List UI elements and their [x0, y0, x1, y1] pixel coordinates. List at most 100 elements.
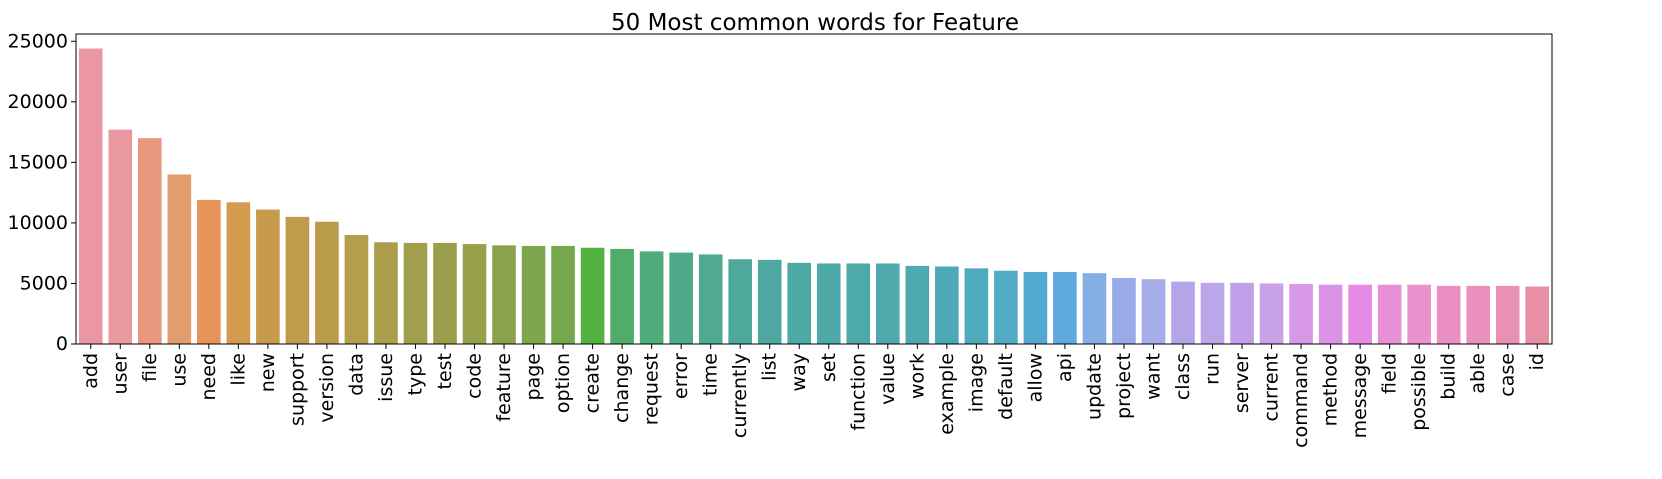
x-tick-label: id — [1526, 353, 1548, 370]
bar-request — [639, 251, 664, 344]
bar-value — [875, 263, 900, 344]
x-tick-label: work — [906, 353, 928, 399]
x-tick-label: create — [582, 353, 604, 413]
x-tick-label: version — [316, 353, 338, 423]
y-tick-label: 20000 — [8, 91, 68, 113]
bar-possible — [1407, 284, 1431, 344]
x-tick-label: add — [80, 353, 102, 389]
x-tick-label: need — [198, 353, 220, 400]
bar-server — [1230, 282, 1254, 344]
x-tick-label: api — [1054, 353, 1076, 382]
bar-support — [285, 216, 310, 344]
bar-type — [403, 242, 428, 344]
bar-time — [698, 254, 723, 344]
bar-create — [580, 247, 605, 344]
x-tick-label: list — [759, 353, 781, 381]
bar-method — [1318, 284, 1343, 344]
x-tick-label: build — [1438, 353, 1460, 400]
bar-list — [757, 259, 782, 344]
x-tick-label: possible — [1408, 353, 1430, 431]
bar-like — [226, 202, 251, 344]
x-tick-label: use — [168, 353, 190, 387]
bar-default — [994, 270, 1018, 344]
bar-test — [433, 242, 457, 344]
bar-way — [787, 262, 812, 344]
y-tick-label: 0 — [56, 333, 68, 355]
bar-use — [167, 174, 192, 344]
bar-class — [1171, 281, 1195, 344]
bar-user — [108, 129, 133, 344]
bar-code — [462, 244, 487, 344]
x-tick-label: page — [523, 353, 545, 400]
x-tick-label: message — [1349, 353, 1371, 438]
x-tick-label: allow — [1024, 353, 1046, 402]
x-tick-label: update — [1083, 353, 1105, 420]
bar-feature — [492, 245, 516, 344]
x-tick-label: request — [641, 353, 663, 425]
bar-want — [1141, 279, 1166, 344]
bars-group — [78, 48, 1550, 344]
x-tick-label: current — [1261, 353, 1283, 422]
bar-set — [816, 263, 841, 344]
bar-version — [315, 221, 339, 344]
x-tick-label: default — [995, 353, 1017, 420]
bar-id — [1525, 286, 1550, 344]
bar-image — [964, 268, 989, 344]
x-tick-label: code — [464, 353, 486, 399]
bar-work — [905, 265, 930, 344]
bar-error — [669, 252, 693, 344]
x-tick-label: want — [1142, 353, 1164, 400]
bar-example — [935, 266, 959, 344]
bar-run — [1200, 282, 1225, 344]
bar-project — [1112, 278, 1136, 344]
x-tick-label: way — [788, 353, 810, 391]
x-tick-label: server — [1231, 353, 1253, 413]
x-tick-label: set — [818, 353, 840, 382]
bar-change — [610, 248, 634, 344]
bar-able — [1466, 285, 1491, 344]
y-axis: 0 5000 10000 15000 20000 25000 — [8, 30, 76, 355]
x-tick-label: project — [1113, 353, 1135, 419]
bar-current — [1259, 283, 1284, 344]
chart-title: 50 Most common words for Feature — [611, 10, 1019, 36]
x-tick-label: time — [700, 353, 722, 396]
bar-file — [137, 138, 162, 344]
x-tick-label: option — [552, 353, 574, 413]
x-tick-label: new — [257, 353, 279, 392]
x-tick-label: method — [1320, 353, 1342, 426]
x-tick-label: function — [847, 353, 869, 431]
y-tick-label: 25000 — [8, 30, 68, 52]
y-tick-label: 15000 — [8, 151, 68, 173]
bar-api — [1053, 271, 1077, 344]
x-tick-label: like — [227, 353, 249, 386]
bar-command — [1289, 284, 1313, 344]
x-tick-label: able — [1467, 353, 1489, 394]
x-tick-label: test — [434, 353, 456, 390]
x-tick-label: data — [345, 353, 367, 396]
x-tick-label: case — [1497, 353, 1519, 397]
bar-field — [1377, 284, 1402, 344]
bar-currently — [728, 259, 753, 344]
x-tick-label: image — [965, 353, 987, 412]
x-tick-label: class — [1172, 353, 1194, 400]
bar-need — [197, 199, 221, 344]
bar-case — [1495, 285, 1520, 344]
bar-data — [344, 235, 369, 344]
x-tick-label: example — [936, 353, 958, 435]
bar-update — [1082, 273, 1107, 344]
x-tick-label: field — [1379, 353, 1401, 394]
x-tick-label: command — [1290, 353, 1312, 448]
x-tick-label: issue — [375, 353, 397, 402]
x-tick-label: user — [109, 353, 131, 395]
bar-build — [1436, 285, 1461, 344]
y-tick-label: 10000 — [8, 212, 68, 234]
bar-add — [78, 48, 103, 344]
bar-option — [551, 245, 575, 344]
x-tick-label: error — [670, 353, 692, 399]
bar-allow — [1023, 271, 1048, 344]
x-tick-label: file — [139, 353, 161, 382]
x-axis: add user file use need like new support version d… — [80, 344, 1548, 448]
x-tick-label: run — [1202, 353, 1224, 385]
bar-page — [521, 245, 546, 344]
x-tick-label: currently — [729, 353, 751, 438]
